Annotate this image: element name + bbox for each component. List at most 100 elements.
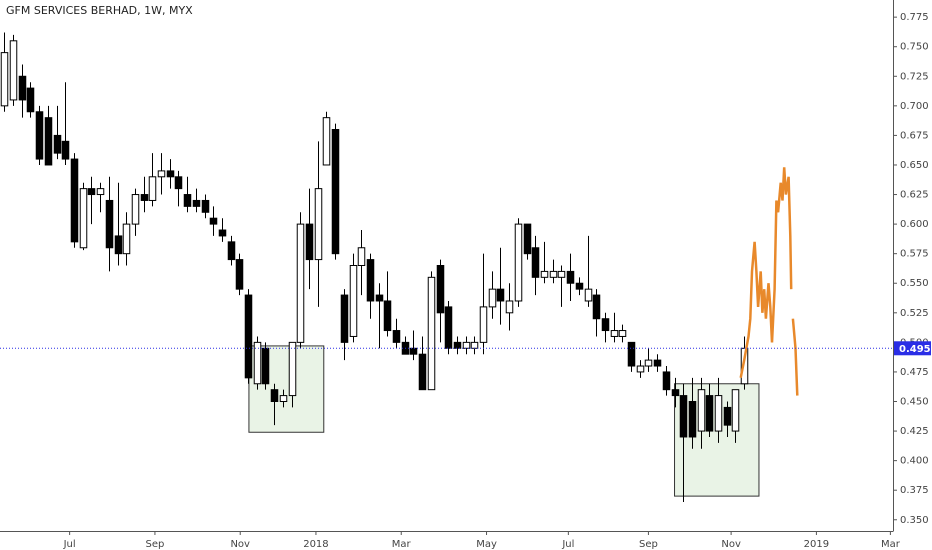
price-label-box xyxy=(894,341,931,356)
candle-body xyxy=(505,300,514,314)
candle-body xyxy=(531,247,540,278)
candle-body xyxy=(731,389,740,432)
candle-body xyxy=(244,294,253,379)
candle-body xyxy=(270,389,279,403)
candle-body xyxy=(592,294,601,320)
y-tick-label: 0.425 xyxy=(900,426,929,437)
y-tick-label: 0.700 xyxy=(900,101,929,112)
x-tick-label: Sep xyxy=(639,539,658,550)
candle-body xyxy=(644,359,653,367)
candle-body xyxy=(296,223,305,343)
y-tick-label: 0.750 xyxy=(900,42,929,53)
candle-body xyxy=(26,87,35,113)
candle-body xyxy=(105,199,114,249)
y-tick-label: 0.375 xyxy=(900,485,929,496)
candle-body xyxy=(697,389,706,432)
y-tick-label: 0.575 xyxy=(900,249,929,260)
candle-body xyxy=(340,294,349,343)
highlight-box xyxy=(674,383,760,497)
candle-body xyxy=(174,176,183,190)
candle-body xyxy=(557,270,566,278)
candle-body xyxy=(409,347,418,355)
candle-body xyxy=(627,341,636,367)
candle-body xyxy=(70,158,79,243)
candle-body xyxy=(209,217,218,225)
candle-body xyxy=(201,199,210,213)
highlight-box xyxy=(248,345,325,433)
candle-body xyxy=(87,188,96,196)
candle-body xyxy=(96,188,105,196)
candle-body xyxy=(9,40,18,101)
candle-body xyxy=(18,75,27,101)
x-tick-label: Jul xyxy=(561,539,574,550)
x-tick-label: May xyxy=(476,539,497,550)
candle-body xyxy=(514,223,523,302)
x-tick-label: Jul xyxy=(63,539,76,550)
candle-body xyxy=(183,194,192,207)
y-tick-label: 0.400 xyxy=(900,456,929,467)
candle-body xyxy=(496,288,505,302)
candle-body xyxy=(235,259,244,290)
candle-body xyxy=(470,341,479,349)
candle-body xyxy=(253,341,262,385)
candle-body xyxy=(322,117,331,166)
candle-body xyxy=(618,330,627,337)
candle-body xyxy=(566,270,575,284)
candle-body xyxy=(575,282,584,290)
candle-body xyxy=(436,265,445,314)
candle-body xyxy=(453,341,462,349)
y-tick-label: 0.525 xyxy=(900,308,929,319)
candle-body xyxy=(140,194,149,201)
candle-body xyxy=(479,306,488,343)
candle-body xyxy=(61,140,70,160)
candle-body xyxy=(218,229,227,237)
candle-body xyxy=(314,188,323,261)
y-tick-label: 0.550 xyxy=(900,278,929,289)
candle-body xyxy=(601,318,610,332)
candle-body xyxy=(549,270,558,278)
candle-body xyxy=(723,406,732,426)
candle-body xyxy=(610,330,619,337)
candle-body xyxy=(131,194,140,225)
candle-body xyxy=(383,300,392,332)
candle-body xyxy=(636,365,645,373)
candle-body xyxy=(357,247,366,266)
candle-body xyxy=(366,259,375,302)
candle-body xyxy=(462,341,471,349)
candle-body xyxy=(148,176,157,201)
candle-body xyxy=(79,188,88,249)
x-tick-label: Mar xyxy=(392,539,412,550)
y-tick-label: 0.350 xyxy=(900,515,929,526)
candle-body xyxy=(53,134,62,154)
candle-body xyxy=(662,371,671,391)
chart-title: GFM SERVICES BERHAD, 1W, MYX xyxy=(6,4,193,17)
x-tick-label: Sep xyxy=(145,539,164,550)
candle-body xyxy=(653,359,662,367)
candle-body xyxy=(688,401,697,438)
y-tick-label: 0.775 xyxy=(900,12,929,23)
x-tick-label: 2019 xyxy=(804,539,829,550)
candle-body xyxy=(114,235,123,255)
candle-body xyxy=(261,347,270,385)
candle-body xyxy=(427,276,436,391)
candle-body xyxy=(331,128,340,255)
y-tick-label: 0.450 xyxy=(900,397,929,408)
candle-body xyxy=(418,353,427,391)
candle-body xyxy=(349,265,358,337)
candle-body xyxy=(166,170,175,178)
y-tick-label: 0.650 xyxy=(900,160,929,171)
candle-body xyxy=(44,117,53,166)
y-tick-label: 0.725 xyxy=(900,71,929,82)
price-label: 0.495 xyxy=(899,344,931,355)
candle-body xyxy=(288,341,297,397)
candle-body xyxy=(375,294,384,302)
candle-body xyxy=(392,330,401,343)
x-tick-label: Mar xyxy=(881,539,901,550)
candle-body xyxy=(584,288,593,302)
candle-body xyxy=(679,395,688,438)
candle-body xyxy=(0,52,9,107)
y-tick-label: 0.475 xyxy=(900,367,929,378)
candle-body xyxy=(444,306,453,349)
